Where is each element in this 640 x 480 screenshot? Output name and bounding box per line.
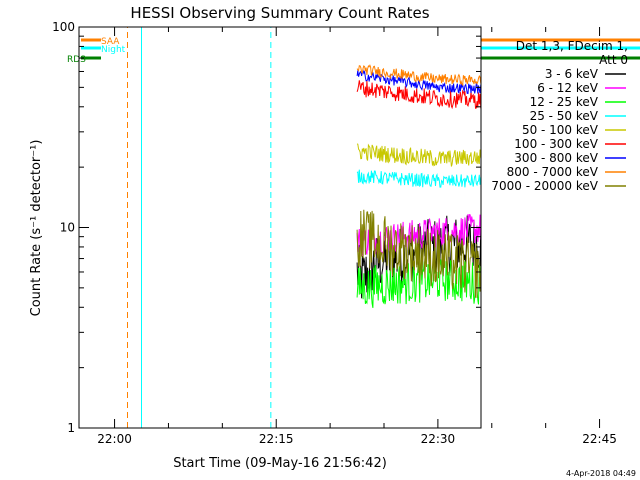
x-tick-label: 22:45 <box>582 432 617 446</box>
legend-entry-label: 800 - 7000 keV <box>507 165 599 179</box>
x-axis-label: Start Time (09-May-16 21:56:42) <box>173 456 387 471</box>
legend-entry-label: 6 - 12 keV <box>537 81 599 95</box>
y-axis-label: Count Rate (s⁻¹ detector⁻¹) <box>29 140 44 317</box>
legend-entry-label: 100 - 300 keV <box>514 137 598 151</box>
legend-entry-label: 50 - 100 keV <box>522 123 599 137</box>
series-line <box>356 68 481 95</box>
legend-header-line-1: Det 1,3, FDecim 1, <box>516 39 628 53</box>
flag-label: SAA <box>101 37 120 47</box>
x-tick-label: 22:15 <box>259 432 294 446</box>
legend-entry-label: 12 - 25 keV <box>530 95 599 109</box>
y-tick-label: 100 <box>52 20 75 34</box>
footer-timestamp: 4-Apr-2018 04:49 <box>566 469 636 478</box>
legend-entry-label: 7000 - 20000 keV <box>491 179 598 193</box>
series-line <box>356 64 481 87</box>
series-line <box>356 143 481 167</box>
legend-entry-label: 3 - 6 keV <box>545 67 599 81</box>
series-line <box>356 80 481 110</box>
x-tick-label: 22:00 <box>97 432 132 446</box>
legend-header-line-2: Att 0 <box>599 53 628 67</box>
series-line <box>356 209 481 298</box>
chart-title: HESSI Observing Summary Count Rates <box>130 4 429 22</box>
series-line <box>356 169 481 188</box>
y-tick-label: 1 <box>67 421 75 435</box>
y-axis: 1 10 100 <box>52 20 481 435</box>
x-tick-label: 22:30 <box>421 432 456 446</box>
plot-clip-group <box>356 64 481 308</box>
y-tick-label: 10 <box>60 221 75 235</box>
flag-label: RDS <box>67 55 86 65</box>
legend-entry-label: 300 - 800 keV <box>514 151 598 165</box>
curve-layer <box>356 64 481 308</box>
legend-entry-label: 25 - 50 keV <box>530 109 599 123</box>
flag-label: Night <box>101 45 126 55</box>
